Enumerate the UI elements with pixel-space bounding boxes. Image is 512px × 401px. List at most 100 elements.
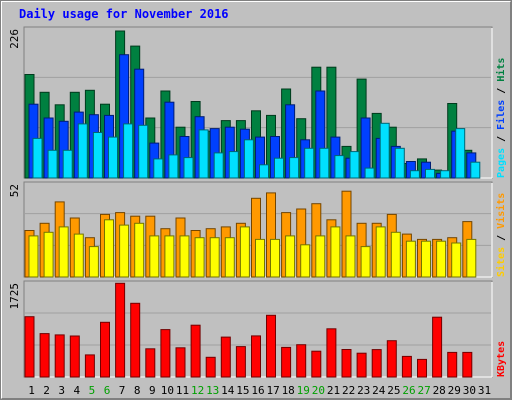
legend-top: Pages / Files / Hits bbox=[495, 58, 507, 178]
bar-pages-day-25 bbox=[394, 147, 405, 179]
bar-sites-day-16 bbox=[255, 238, 265, 278]
bar-kbytes-day-29 bbox=[447, 351, 458, 378]
bar-kbytes-day-26 bbox=[401, 355, 412, 378]
bar-sites-day-23 bbox=[360, 246, 371, 278]
bar-pages-day-23 bbox=[364, 167, 375, 179]
bar-pages-day-30 bbox=[470, 161, 481, 179]
legend-separator: / bbox=[496, 229, 507, 247]
legend-item-hits: Hits bbox=[495, 58, 507, 82]
day-label-20: 20 bbox=[312, 384, 325, 397]
bar-kbytes-day-9 bbox=[145, 348, 156, 378]
bar-sites-day-28 bbox=[436, 240, 447, 278]
bar-sites-day-3 bbox=[58, 226, 69, 278]
bar-kbytes-day-25 bbox=[386, 340, 397, 378]
bar-kbytes-day-2 bbox=[39, 333, 50, 378]
bar-kbytes-day-18 bbox=[281, 346, 292, 378]
legend-item-visits: Visits bbox=[495, 193, 507, 229]
bar-pages-day-5 bbox=[92, 132, 103, 179]
bar-kbytes-day-11 bbox=[175, 347, 186, 378]
bar-pages-day-17 bbox=[274, 157, 284, 179]
bar-kbytes-day-4 bbox=[69, 335, 80, 378]
bar-sites-day-8 bbox=[134, 222, 145, 278]
bar-pages-day-9 bbox=[153, 158, 164, 179]
bar-sites-day-30 bbox=[466, 238, 477, 278]
bar-pages-day-4 bbox=[77, 123, 88, 179]
bar-kbytes-day-10 bbox=[160, 329, 171, 378]
bar-kbytes-day-15 bbox=[235, 346, 246, 378]
day-label-6: 6 bbox=[104, 384, 111, 397]
bar-pages-day-7 bbox=[123, 123, 134, 179]
bar-sites-day-13 bbox=[209, 237, 220, 278]
bar-kbytes-day-27 bbox=[417, 358, 427, 378]
bar-sites-day-19 bbox=[300, 244, 311, 278]
day-label-9: 9 bbox=[149, 384, 156, 397]
day-label-31: 31 bbox=[478, 384, 491, 397]
day-label-19: 19 bbox=[297, 384, 310, 397]
legend-separator: / bbox=[496, 130, 507, 148]
legend-item-kbytes: KBytes bbox=[496, 341, 507, 377]
day-label-27: 27 bbox=[417, 384, 430, 397]
day-label-17: 17 bbox=[266, 384, 279, 397]
bar-pages-day-21 bbox=[334, 155, 345, 179]
bar-pages-day-11 bbox=[183, 157, 194, 179]
bar-kbytes-day-3 bbox=[54, 334, 65, 378]
day-label-2: 2 bbox=[43, 384, 50, 397]
bar-kbytes-day-21 bbox=[326, 328, 337, 378]
day-label-28: 28 bbox=[433, 384, 446, 397]
bar-pages-day-27 bbox=[425, 168, 435, 179]
y-max-label-top: 226 bbox=[8, 29, 21, 49]
bar-sites-day-27 bbox=[421, 240, 431, 278]
bar-kbytes-day-14 bbox=[220, 336, 231, 378]
legend-item-sites: Sites bbox=[495, 247, 507, 277]
chart-title: Daily usage for November 2016 bbox=[19, 7, 229, 21]
bar-sites-day-12 bbox=[194, 237, 205, 278]
bar-pages-day-22 bbox=[349, 151, 360, 179]
day-label-3: 3 bbox=[58, 384, 65, 397]
day-label-29: 29 bbox=[448, 384, 461, 397]
bar-pages-day-16 bbox=[259, 164, 269, 179]
bar-kbytes-day-7 bbox=[115, 282, 126, 378]
y-max-label-bottom: 1725 bbox=[8, 283, 21, 310]
day-label-22: 22 bbox=[342, 384, 355, 397]
bar-sites-day-5 bbox=[88, 246, 99, 278]
day-label-5: 5 bbox=[89, 384, 96, 397]
day-label-1: 1 bbox=[28, 384, 35, 397]
bar-kbytes-day-30 bbox=[462, 351, 473, 378]
day-label-25: 25 bbox=[387, 384, 400, 397]
bar-kbytes-day-22 bbox=[341, 349, 352, 378]
day-label-4: 4 bbox=[73, 384, 80, 397]
bar-pages-day-3 bbox=[62, 149, 73, 179]
bar-kbytes-day-1 bbox=[24, 316, 35, 378]
bar-pages-day-20 bbox=[319, 147, 330, 179]
day-label-14: 14 bbox=[221, 384, 235, 397]
day-label-11: 11 bbox=[176, 384, 189, 397]
bar-kbytes-day-24 bbox=[371, 349, 382, 378]
day-label-21: 21 bbox=[327, 384, 340, 397]
bar-kbytes-day-19 bbox=[296, 344, 307, 378]
bar-pages-day-28 bbox=[440, 170, 451, 179]
bar-kbytes-day-20 bbox=[311, 350, 322, 378]
day-label-12: 12 bbox=[191, 384, 204, 397]
bar-sites-day-11 bbox=[179, 235, 190, 278]
bar-pages-day-1 bbox=[32, 137, 43, 179]
day-label-18: 18 bbox=[282, 384, 295, 397]
bar-kbytes-day-8 bbox=[130, 302, 141, 378]
day-label-30: 30 bbox=[463, 384, 476, 397]
bar-pages-day-15 bbox=[243, 139, 254, 179]
legend-item-pages: Pages bbox=[496, 148, 507, 178]
bar-kbytes-day-17 bbox=[266, 314, 276, 378]
bar-sites-day-1 bbox=[28, 235, 39, 278]
bar-pages-day-10 bbox=[168, 154, 179, 179]
bar-pages-day-8 bbox=[138, 124, 149, 179]
day-label-7: 7 bbox=[119, 384, 126, 397]
bar-pages-day-13 bbox=[213, 152, 224, 179]
bar-pages-day-29 bbox=[455, 128, 466, 179]
bar-kbytes-day-6 bbox=[100, 321, 110, 378]
day-label-16: 16 bbox=[251, 384, 264, 397]
bar-sites-day-21 bbox=[330, 226, 341, 278]
bar-sites-day-26 bbox=[405, 240, 416, 278]
day-label-15: 15 bbox=[236, 384, 249, 397]
bar-sites-day-24 bbox=[375, 226, 386, 278]
day-label-24: 24 bbox=[372, 384, 386, 397]
